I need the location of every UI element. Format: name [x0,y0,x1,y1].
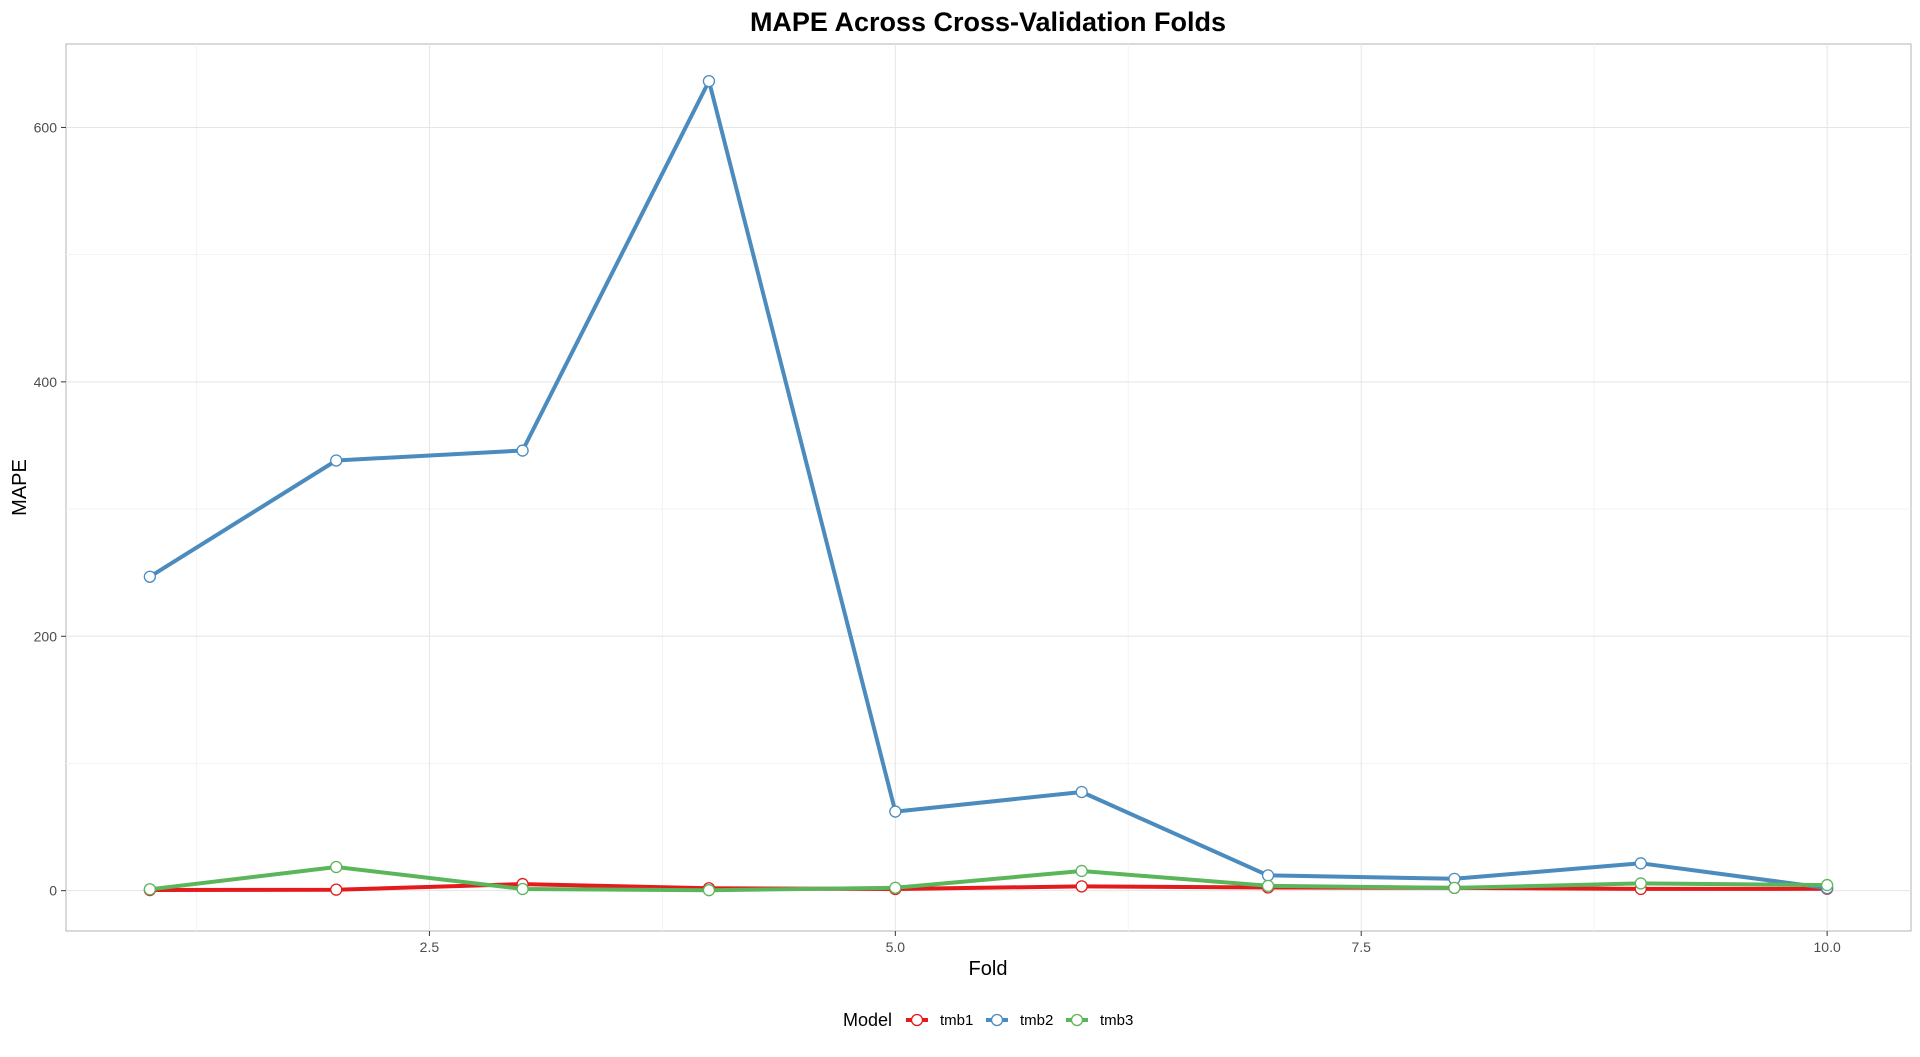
legend-label: tmb2 [1020,1012,1053,1029]
y-tick-label: 0 [49,883,57,899]
data-point-tmb1 [1075,880,1088,893]
chart-title: MAPE Across Cross-Validation Folds [750,7,1226,37]
data-point-tmb2 [330,454,343,467]
legend-title: Model [843,1010,892,1030]
y-tick-label: 200 [34,628,58,644]
legend-key-point [1070,1013,1084,1027]
data-point-tmb3 [1634,877,1647,890]
y-tick-label: 600 [34,119,58,135]
legend-key-point [990,1013,1004,1027]
x-tick-label: 5.0 [886,939,906,955]
plot-panel [65,43,1912,932]
data-point-tmb2 [1261,869,1275,882]
data-point-tmb3 [889,881,902,894]
y-tick-label: 400 [34,374,58,390]
data-point-tmb2 [702,74,716,88]
series-line-tmb1 [147,882,1830,892]
legend: Model tmb1 tmb2 tmb3 [843,1010,1133,1030]
y-axis-title: MAPE [9,459,31,516]
grid-layer [66,44,1911,931]
data-point-tmb3 [143,883,157,896]
point-layer [143,74,1834,897]
data-point-tmb3 [1075,864,1088,878]
x-axis-title: Fold [969,958,1008,980]
legend-item-tmb1: tmb1 [906,1012,973,1029]
legend-label: tmb1 [940,1012,973,1029]
legend-items: tmb1 tmb2 tmb3 [906,1012,1133,1029]
tick-layer: 2.5 5.0 7.5 10.0 0 200 400 600 [34,119,1841,955]
x-tick-label: 2.5 [420,939,440,955]
legend-item-tmb2: tmb2 [986,1012,1053,1029]
legend-key-point [910,1013,924,1027]
legend-label: tmb3 [1100,1012,1133,1029]
data-point-tmb3 [1820,878,1834,892]
legend-item-tmb3: tmb3 [1066,1012,1133,1029]
data-point-tmb2 [143,570,157,583]
data-point-tmb2 [1075,785,1088,799]
data-point-tmb3 [1448,881,1461,895]
series-line-tmb3 [147,865,1830,893]
data-point-tmb3 [702,884,716,897]
data-point-tmb3 [516,882,529,896]
data-point-tmb1 [330,883,343,896]
data-point-tmb2 [516,444,529,457]
series-layer [147,79,1830,893]
x-tick-label: 7.5 [1351,939,1371,955]
data-point-tmb2 [889,805,902,818]
series-line-tmb2 [147,79,1830,891]
data-point-tmb2 [1634,857,1647,870]
x-tick-label: 10.0 [1814,939,1841,955]
data-point-tmb3 [1261,879,1275,892]
data-point-tmb3 [330,860,343,874]
